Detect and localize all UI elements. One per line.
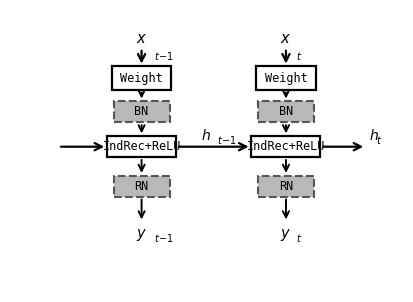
- Text: Weight: Weight: [264, 72, 306, 85]
- Text: $h$: $h$: [200, 128, 210, 143]
- Text: $x$: $x$: [136, 31, 147, 46]
- Text: IndRec+ReLU: IndRec+ReLU: [246, 140, 324, 153]
- Text: BN: BN: [278, 105, 292, 118]
- Text: $t\!-\!1$: $t\!-\!1$: [154, 232, 174, 244]
- FancyBboxPatch shape: [256, 66, 315, 90]
- FancyBboxPatch shape: [112, 66, 171, 90]
- FancyBboxPatch shape: [107, 136, 176, 157]
- FancyBboxPatch shape: [113, 101, 169, 122]
- Text: $t\!-\!1$: $t\!-\!1$: [216, 133, 236, 146]
- Text: $x$: $x$: [280, 31, 291, 46]
- FancyBboxPatch shape: [113, 176, 169, 197]
- FancyBboxPatch shape: [257, 101, 313, 122]
- Text: $h$: $h$: [368, 128, 378, 143]
- Text: RN: RN: [278, 180, 292, 193]
- Text: $t$: $t$: [295, 232, 301, 244]
- Text: $y$: $y$: [280, 227, 291, 243]
- Text: $y$: $y$: [136, 227, 147, 243]
- Text: RN: RN: [134, 180, 148, 193]
- Text: Weight: Weight: [120, 72, 163, 85]
- FancyBboxPatch shape: [251, 136, 320, 157]
- Text: $t\!-\!1$: $t\!-\!1$: [154, 50, 174, 62]
- Text: $t$: $t$: [295, 50, 301, 62]
- FancyBboxPatch shape: [257, 176, 313, 197]
- Text: $t$: $t$: [375, 133, 381, 146]
- Text: BN: BN: [134, 105, 148, 118]
- Text: IndRec+ReLU: IndRec+ReLU: [102, 140, 180, 153]
